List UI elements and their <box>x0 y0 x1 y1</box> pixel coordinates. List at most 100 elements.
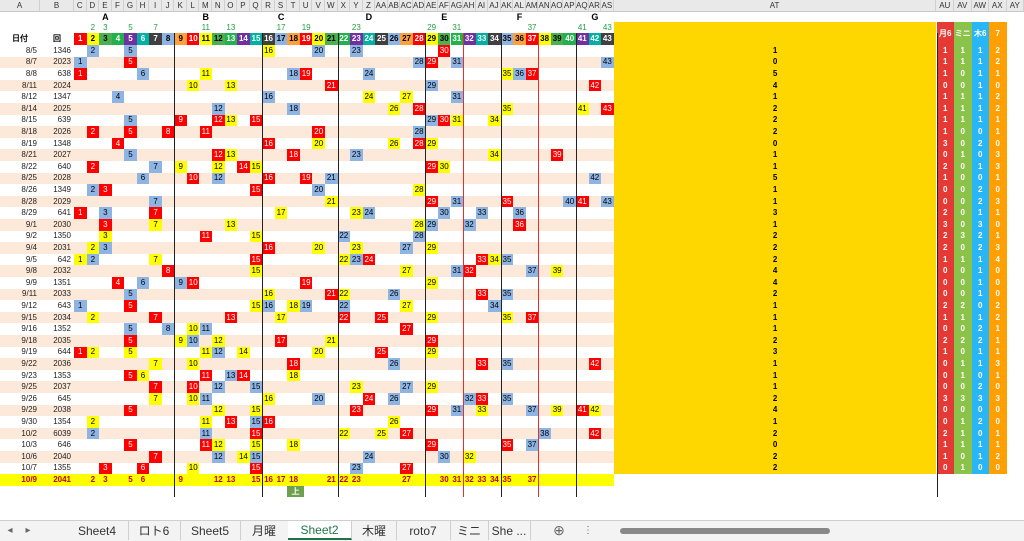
column-header-e[interactable]: E <box>99 0 112 12</box>
column-header-x[interactable]: X <box>338 0 351 12</box>
row-band <box>0 451 614 463</box>
sheet-tab-3[interactable]: 月曜 <box>240 521 289 540</box>
sheet-tab-2[interactable]: Sheet5 <box>180 521 241 540</box>
column-header-aq[interactable]: AQ <box>576 0 589 12</box>
column-header-ay[interactable]: AY <box>1007 0 1024 12</box>
column-header-ah[interactable]: AH <box>463 0 476 12</box>
tab-scroll-next-icon[interactable]: ▸ <box>20 521 36 540</box>
today-hit-22: 22 <box>338 474 351 486</box>
hit-cell-15: 15 <box>250 416 263 428</box>
column-header-m[interactable]: M <box>200 0 213 12</box>
tab-scroll-prev-icon[interactable]: ◂ <box>2 521 18 540</box>
column-header-r[interactable]: R <box>262 0 275 12</box>
column-header-b[interactable]: B <box>40 0 74 12</box>
number-header-33: 33 <box>476 33 489 45</box>
column-header-aj[interactable]: AJ <box>488 0 501 12</box>
column-header-am[interactable]: AM <box>526 0 539 12</box>
group-label-f: F <box>513 12 526 22</box>
column-header-aa[interactable]: AA <box>375 0 388 12</box>
hit-cell-5: 5 <box>124 335 137 347</box>
column-header-q[interactable]: Q <box>250 0 263 12</box>
number-header-38: 38 <box>538 33 551 45</box>
column-header-ao[interactable]: AO <box>551 0 564 12</box>
group-separator <box>425 33 426 497</box>
sheet-tab-1[interactable]: ロト6 <box>128 521 181 540</box>
column-header-ab[interactable]: AB <box>388 0 401 12</box>
column-header-g[interactable]: G <box>124 0 137 12</box>
prime-marker: 23 <box>350 22 363 33</box>
column-header-k[interactable]: K <box>174 0 187 12</box>
column-header-al[interactable]: AL <box>513 0 526 12</box>
hit-cell-27: 27 <box>400 91 413 103</box>
column-header-a[interactable]: A <box>0 0 40 12</box>
column-header-aw[interactable]: AW <box>972 0 990 12</box>
column-header-af[interactable]: AF <box>438 0 451 12</box>
summary-cell: 1 <box>954 463 972 475</box>
column-header-an[interactable]: AN <box>538 0 551 12</box>
summary-cell: 1 <box>937 312 955 324</box>
row-date: 9/12 <box>0 300 40 312</box>
hit-cell-42: 42 <box>589 405 602 417</box>
horizontal-scrollbar-thumb[interactable] <box>620 528 830 534</box>
column-header-ac[interactable]: AC <box>400 0 413 12</box>
column-header-ax[interactable]: AX <box>989 0 1007 12</box>
column-header-ai[interactable]: AI <box>476 0 489 12</box>
hit-cell-7: 7 <box>149 207 162 219</box>
column-header-as[interactable]: AS <box>601 0 614 12</box>
today-date: 10/9 <box>0 474 40 486</box>
column-header-ae[interactable]: AE <box>425 0 438 12</box>
summary-cell: 0 <box>972 370 990 382</box>
hit-cell-13: 13 <box>225 115 238 127</box>
column-header-i[interactable]: I <box>149 0 162 12</box>
number-header-17: 17 <box>275 33 288 45</box>
hit-cell-11: 11 <box>200 68 213 80</box>
column-header-t[interactable]: T <box>287 0 300 12</box>
hit-cell-15: 15 <box>250 463 263 475</box>
hit-cell-33: 33 <box>476 405 489 417</box>
sheet-tab-0[interactable]: Sheet4 <box>66 521 129 540</box>
column-header-w[interactable]: W <box>325 0 338 12</box>
hit-cell-21: 21 <box>325 196 338 208</box>
column-header-ap[interactable]: AP <box>563 0 576 12</box>
summary-cell: 1 <box>989 207 1007 219</box>
summary-cell: 1 <box>937 68 955 80</box>
column-header-ak[interactable]: AK <box>501 0 514 12</box>
column-header-v[interactable]: V <box>312 0 325 12</box>
hit-cell-1: 1 <box>74 207 87 219</box>
sheet-tab-8[interactable]: She ... <box>488 521 531 540</box>
hit-cell-34: 34 <box>488 115 501 127</box>
column-header-av[interactable]: AV <box>954 0 972 12</box>
column-header-o[interactable]: O <box>225 0 238 12</box>
column-header-at[interactable]: AT <box>614 0 937 12</box>
summary-cell: 3 <box>937 138 955 150</box>
column-header-ag[interactable]: AG <box>451 0 464 12</box>
column-header-au[interactable]: AU <box>937 0 955 12</box>
sheet-tab-5[interactable]: 木曜 <box>352 521 397 540</box>
summary-cell: 2 <box>937 207 955 219</box>
sheet-tab-7[interactable]: ミニ <box>450 521 489 540</box>
column-header-ad[interactable]: AD <box>413 0 426 12</box>
sheet-tab-4[interactable]: Sheet2 <box>288 521 352 540</box>
column-header-d[interactable]: D <box>87 0 100 12</box>
column-header-l[interactable]: L <box>187 0 200 12</box>
column-header-c[interactable]: C <box>74 0 87 12</box>
column-header-f[interactable]: F <box>112 0 125 12</box>
column-header-z[interactable]: Z <box>363 0 376 12</box>
column-header-s[interactable]: S <box>275 0 288 12</box>
column-header-p[interactable]: P <box>237 0 250 12</box>
row-round: 2028 <box>40 173 74 185</box>
horizontal-scrollbar[interactable] <box>614 527 1016 535</box>
column-header-n[interactable]: N <box>212 0 225 12</box>
more-options-icon[interactable]: ⋮ <box>580 521 596 540</box>
column-header-h[interactable]: H <box>137 0 150 12</box>
sheet-tab-6[interactable]: roto7 <box>396 521 451 540</box>
column-header-y[interactable]: Y <box>350 0 363 12</box>
column-header-u[interactable]: U <box>300 0 313 12</box>
number-header-20: 20 <box>312 33 325 45</box>
column-header-j[interactable]: J <box>162 0 175 12</box>
column-header-ar[interactable]: AR <box>589 0 602 12</box>
add-sheet-icon[interactable]: ⊕ <box>550 521 568 540</box>
summary-header-0 <box>614 22 937 45</box>
number-header-24: 24 <box>363 33 376 45</box>
